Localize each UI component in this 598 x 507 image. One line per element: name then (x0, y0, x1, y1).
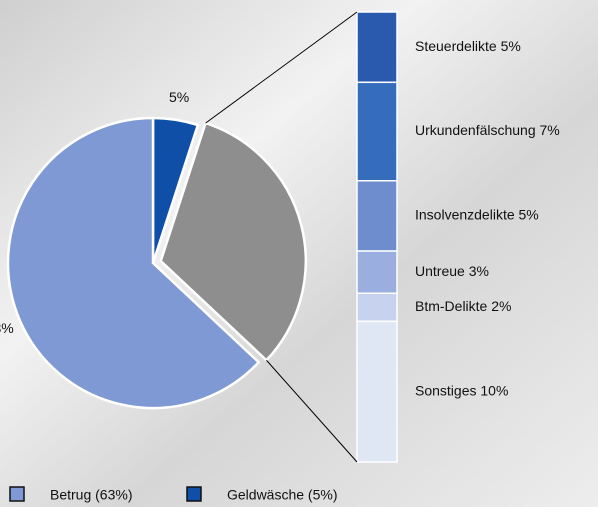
bar-segment (356, 292, 398, 323)
bar-label: Btm-Delikte 2% (415, 298, 511, 314)
bar-segment (356, 180, 398, 252)
bar-label: Insolvenzdelikte 5% (415, 207, 539, 223)
pie-slice (6, 116, 261, 410)
legend-label: Geldwäsche (5%) (227, 487, 338, 503)
legend-swatch (9, 486, 25, 502)
legend-label: Betrug (63%) (50, 487, 132, 503)
pie-slice (159, 121, 307, 363)
pie-label: 63% (0, 320, 14, 336)
bar-label: Untreue 3% (415, 263, 489, 279)
connector (205, 11, 358, 124)
bar-segment (356, 320, 398, 463)
connector (266, 359, 358, 463)
pie-label: 5% (169, 89, 189, 105)
bar-label: Steuerdelikte 5% (415, 38, 521, 54)
bar-segment (356, 250, 398, 294)
legend-swatch (186, 486, 202, 502)
bar-label: Sonstiges 10% (415, 382, 508, 398)
bar-label: Urkundenfälschung 7% (415, 122, 560, 138)
bar-segment (356, 81, 398, 182)
bar-segment (356, 11, 398, 84)
